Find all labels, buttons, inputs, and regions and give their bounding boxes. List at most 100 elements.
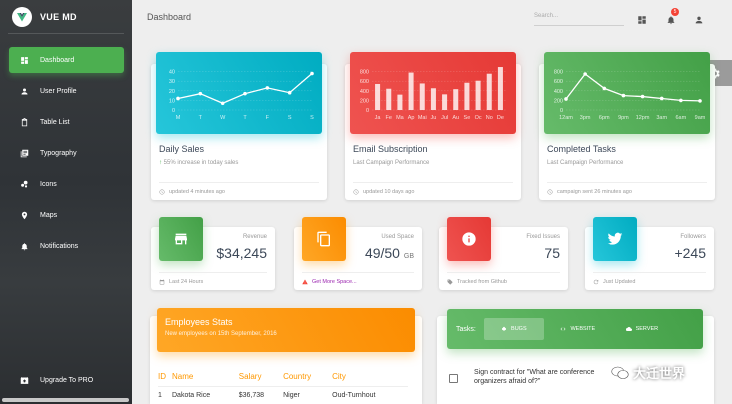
bar <box>419 83 425 110</box>
table-cell: Niger <box>283 391 300 399</box>
series-line <box>177 73 313 104</box>
warning-icon <box>302 279 308 284</box>
stat-card-followers: Followers +245 Just Updated <box>585 217 714 290</box>
bar <box>453 89 459 110</box>
bar <box>442 94 448 110</box>
bar <box>397 94 403 110</box>
location-pin-icon <box>20 211 29 220</box>
table-cell: Oud-Turnhout <box>332 391 376 399</box>
table-header-row: ID Name Salary Country City <box>158 368 408 387</box>
upgrade-to-pro-button[interactable]: Upgrade To PRO <box>9 370 124 390</box>
x-tick-label: Mai <box>418 115 427 121</box>
sidebar: VUE MD Dashboard User Profile Table List… <box>0 0 132 404</box>
get-more-space-link[interactable]: Get More Space... <box>312 278 357 285</box>
column-header: Name <box>172 368 239 387</box>
bubble-chart-icon <box>20 180 29 189</box>
y-tick-label: 30 <box>169 79 175 85</box>
tab-bugs[interactable]: BUGS <box>483 318 544 340</box>
bar <box>386 88 392 110</box>
bar <box>486 73 492 110</box>
horizontal-scrollbar[interactable] <box>2 398 129 402</box>
employees-title: Employees Stats <box>165 317 233 327</box>
bar <box>497 67 503 110</box>
data-point <box>310 71 314 76</box>
card-subtitle-text: 55% increase in today sales <box>163 160 239 166</box>
task-checkbox[interactable] <box>449 374 458 383</box>
y-tick-label: 10 <box>169 98 175 104</box>
dashboard-icon[interactable] <box>637 12 647 24</box>
tab-label: SERVER <box>635 326 659 332</box>
card-footer: updated 4 minutes ago <box>159 182 319 200</box>
task-item: Sign contract for "What are conference o… <box>449 368 624 386</box>
card-footer: campaign sent 26 minutes ago <box>547 182 707 200</box>
stat-footer-text: Tracked from Github <box>457 278 507 285</box>
column-header: Country <box>283 368 333 387</box>
series-line <box>565 73 701 102</box>
y-tick-label: 40 <box>169 70 175 76</box>
y-tick-label: 200 <box>554 98 563 104</box>
card-subtitle: Last Campaign Performance <box>547 160 624 166</box>
email-subscription-chart-svg: 0 200 400 600 800 Ja Fe Ma Ap Mai Ju Jul Au Se Oc No De <box>360 67 506 121</box>
y-tick-label: 800 <box>554 70 563 76</box>
stat-value: $34,245 <box>216 245 267 261</box>
sidebar-item-label: Table List <box>40 118 70 126</box>
sidebar-item-icons[interactable]: Icons <box>9 171 124 197</box>
bell-icon <box>20 242 29 251</box>
card-footer-text: updated 10 days ago <box>363 188 415 195</box>
x-tick-label: 12pm <box>636 115 650 121</box>
x-tick-label: S <box>310 115 314 121</box>
data-point <box>602 86 607 91</box>
sidebar-item-dashboard[interactable]: Dashboard <box>9 47 124 73</box>
search-input[interactable]: Search... <box>534 10 624 26</box>
email-subscription-chart: 0 200 400 600 800 Ja Fe Ma Ap Mai Ju Jul Au Se Oc No De <box>350 52 516 134</box>
x-tick-label: Ap <box>408 115 415 121</box>
stat-footer: Last 24 Hours <box>159 272 267 290</box>
tasks-header: Tasks: BUGS WEBSITE SERVER <box>447 309 703 349</box>
employees-table: ID Name Salary Country City 1 Dakota Ric… <box>158 368 408 404</box>
daily-sales-chart-svg: 0 10 20 30 40 M T W T F S S <box>169 70 314 121</box>
y-tick-label: 400 <box>554 89 563 95</box>
bar <box>430 88 436 110</box>
x-tick-label: W <box>220 115 226 121</box>
x-tick-label: No <box>486 115 493 121</box>
stat-card-revenue: Revenue $34,245 Last 24 Hours <box>151 217 275 290</box>
notifications-icon[interactable] <box>666 12 676 25</box>
bar <box>475 80 481 110</box>
card-title: Daily Sales <box>159 144 205 154</box>
sidebar-item-typography[interactable]: Typography <box>9 140 124 166</box>
x-tick-label: 6pm <box>599 115 610 121</box>
table-row[interactable]: 1 Dakota Rice $36,738 Niger Oud-Turnhout <box>158 386 408 404</box>
clock-icon <box>159 189 165 194</box>
data-point <box>679 98 683 103</box>
column-header: ID <box>158 368 172 387</box>
library-books-icon <box>20 149 29 158</box>
person-icon[interactable] <box>694 12 704 24</box>
stat-unit: GB <box>403 253 414 260</box>
brand[interactable]: VUE MD <box>8 0 124 34</box>
sidebar-item-maps[interactable]: Maps <box>9 202 124 228</box>
x-tick-label: Fe <box>386 115 392 121</box>
sidebar-item-table-list[interactable]: Table List <box>9 109 124 135</box>
x-tick-label: 12am <box>559 115 573 121</box>
bar <box>408 72 414 110</box>
tasks-card: Tasks: BUGS WEBSITE SERVER Sign contract… <box>437 309 714 404</box>
sidebar-item-user-profile[interactable]: User Profile <box>9 78 124 104</box>
tasks-label: Tasks: <box>456 325 476 333</box>
tab-server[interactable]: SERVER <box>612 318 672 340</box>
stat-category: Used Space <box>381 234 414 240</box>
y-tick-label: 0 <box>560 108 563 114</box>
x-tick-label: Ma <box>396 115 405 121</box>
dashboard-icon <box>20 56 29 65</box>
x-tick-label: Ju <box>431 115 437 121</box>
tab-website[interactable]: WEBSITE <box>548 318 608 340</box>
y-tick-label: 600 <box>360 79 369 85</box>
employees-card: Employees Stats New employees on 15th Se… <box>150 308 422 404</box>
clock-icon <box>353 189 359 194</box>
cloud-icon <box>625 327 632 332</box>
card-subtitle: Last Campaign Performance <box>353 160 430 166</box>
y-tick-label: 0 <box>366 108 369 114</box>
update-icon <box>593 279 599 284</box>
watermark-text: 大迁世界 <box>633 366 686 381</box>
tab-label: WEBSITE <box>570 326 596 332</box>
sidebar-item-notifications[interactable]: Notifications <box>9 233 124 259</box>
